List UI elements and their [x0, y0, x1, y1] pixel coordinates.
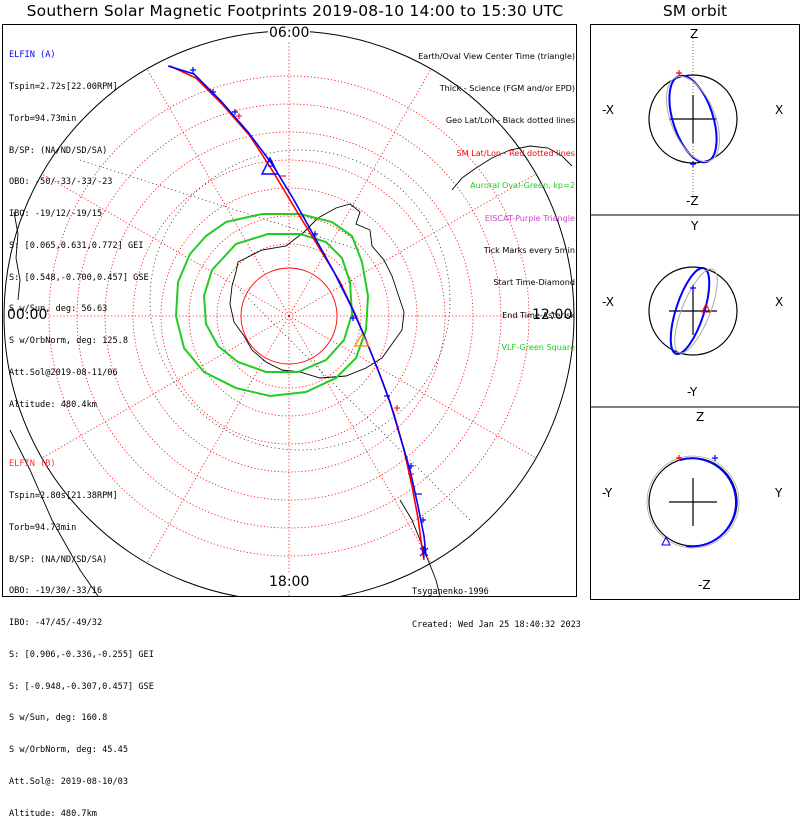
mlt-label-left: 00:00 [6, 307, 49, 323]
orbit-panel-yz-label-bottom: -Z [698, 578, 711, 592]
orbit-panel-xy-label-bottom: -Y [687, 385, 698, 399]
mlt-label-right: 12:00 [531, 307, 574, 323]
orbit-panel-xz-label-left: -X [602, 103, 614, 117]
elfin-b-line: Torb=94.73min [9, 522, 77, 533]
elfin-b-line: OBO: -19/30/-33/16 [9, 586, 103, 597]
elfin-a-line: Att.Sol@2019-08-11/06 [9, 368, 118, 378]
elfin-b-line: S: [-0.948,-0.307,0.457] GSE [9, 681, 154, 692]
antarctica-coastline [229, 203, 405, 379]
orbit-panel-xz-label-top: Z [690, 27, 699, 41]
map-legend: Earth/Oval View Center Time (triangle) T… [418, 29, 575, 364]
elfin-a-line: S: [0.548,-0.700,0.457] GSE [9, 272, 149, 283]
orbit-panel-xy-label-right: X [775, 295, 784, 309]
elfin-b-line: S w/OrbNorm, deg: 45.45 [9, 745, 128, 756]
created-timestamp: Created: Wed Jan 25 18:40:32 2023 [412, 620, 581, 630]
mlt-label-bottom: 18:00 [268, 574, 311, 590]
orbit-panel-xy-label-left: -X [602, 295, 614, 309]
credit-block: Tsyganenko-1996 Created: Wed Jan 25 18:4… [412, 565, 581, 642]
elfin-a-line: B/SP: (NA/ND/SD/SA) [9, 145, 108, 156]
orbit-panel-title: SM orbit [662, 2, 728, 20]
view-center-triangle [260, 156, 280, 175]
page-title: Southern Solar Magnetic Footprints 2019-… [26, 2, 564, 20]
elfin-b-line: Altitude: 480.7km [9, 808, 97, 819]
auroral-oval-inner [202, 233, 354, 373]
legend-entry: Earth/Oval View Center Time (triangle) [418, 50, 575, 61]
elfin-a-line: Altitude: 480.4km [9, 399, 97, 410]
mlt-label-top: 06:00 [268, 25, 311, 41]
elfin-a-info: ELFIN (A) Tspin=2.72s[22.00RPM] Torb=94.… [9, 29, 149, 421]
elfin-a-line: IBO: -19/12/-19/15 [9, 209, 103, 220]
elfin-a-ticks [190, 67, 429, 558]
legend-entry: EISCAT-Purple Triangle [484, 212, 575, 223]
legend-entry: End Time-Asterisk [502, 309, 575, 320]
south-america-coastline [451, 145, 573, 191]
legend-entry: Thick - Science (FGM and/or EPD) [439, 82, 575, 93]
auroral-oval-outer [174, 213, 370, 398]
legend-entry: Tick Marks every 5min [483, 244, 575, 255]
legend-entry: VLF-Green Square [501, 342, 576, 353]
geo-grid [79, 149, 471, 521]
elfin-b-track [169, 65, 425, 561]
legend-entry: SM Lat/Lon - Red dotted lines [456, 147, 575, 158]
model-name: Tsyganenko-1996 [412, 587, 489, 597]
elfin-b-line: S: [0.906,-0.336,-0.255] GEI [9, 649, 154, 660]
legend-entry: Auroral Oval-Green, kp=2 [470, 180, 575, 191]
elfin-a-line: Torb=94.73min [9, 113, 77, 124]
legend-entry: Start Time-Diamond [493, 277, 575, 288]
view-center-triangle-b [353, 332, 371, 347]
orbit-panel-xz [648, 38, 738, 200]
africa-coastline [13, 211, 21, 301]
orbit-panel-yz-label-top: Z [696, 410, 705, 424]
elfin-a-line: S: [0.065,0.631,0.772] GEI [9, 240, 144, 251]
orbit-panel-yz-label-right: Y [775, 486, 783, 500]
orbit-panel-xy-label-top: Y [691, 219, 699, 233]
orbit-panel-xz-label-right: X [775, 103, 784, 117]
polar-plot-frame [2, 24, 577, 597]
elfin-b-line: Tspin=2.80s[21.38RPM] [9, 490, 118, 501]
elfin-b-line: B/SP: (NA/ND/SD/SA) [9, 554, 108, 565]
elfin-b-line: Att.Sol@: 2019-08-10/03 [9, 777, 128, 787]
elfin-b-header: ELFIN (B) [9, 459, 56, 470]
orbit-panel-yz [646, 455, 740, 549]
legend-entry: Geo Lat/Lon - Black dotted lines [445, 115, 575, 126]
elfin-a-line: S w/OrbNorm, deg: 125.8 [9, 336, 128, 347]
orbit-panel-xz-label-bottom: -Z [686, 194, 699, 208]
elfin-a-line: Tspin=2.72s[22.00RPM] [9, 81, 118, 92]
australia-coastline [9, 429, 99, 596]
orbit-panels [590, 38, 800, 549]
elfin-a-line: OBO: -50/-33/-33/-23 [9, 177, 113, 188]
orbit-panel-yz-label-left: -Y [602, 486, 613, 500]
elfin-a-track [167, 65, 427, 557]
elfin-a-header: ELFIN (A) [9, 50, 56, 61]
orbit-panel-xy [648, 266, 738, 356]
elfin-b-ticks [236, 113, 414, 475]
elfin-b-line: IBO: -47/45/-49/32 [9, 618, 103, 629]
elfin-b-line: S w/Sun, deg: 160.8 [9, 713, 108, 724]
elfin-a-line: S w/Sun, deg: 56.63 [9, 304, 108, 315]
elfin-b-info: ELFIN (B) Tspin=2.80s[21.38RPM] Torb=94.… [9, 438, 154, 830]
